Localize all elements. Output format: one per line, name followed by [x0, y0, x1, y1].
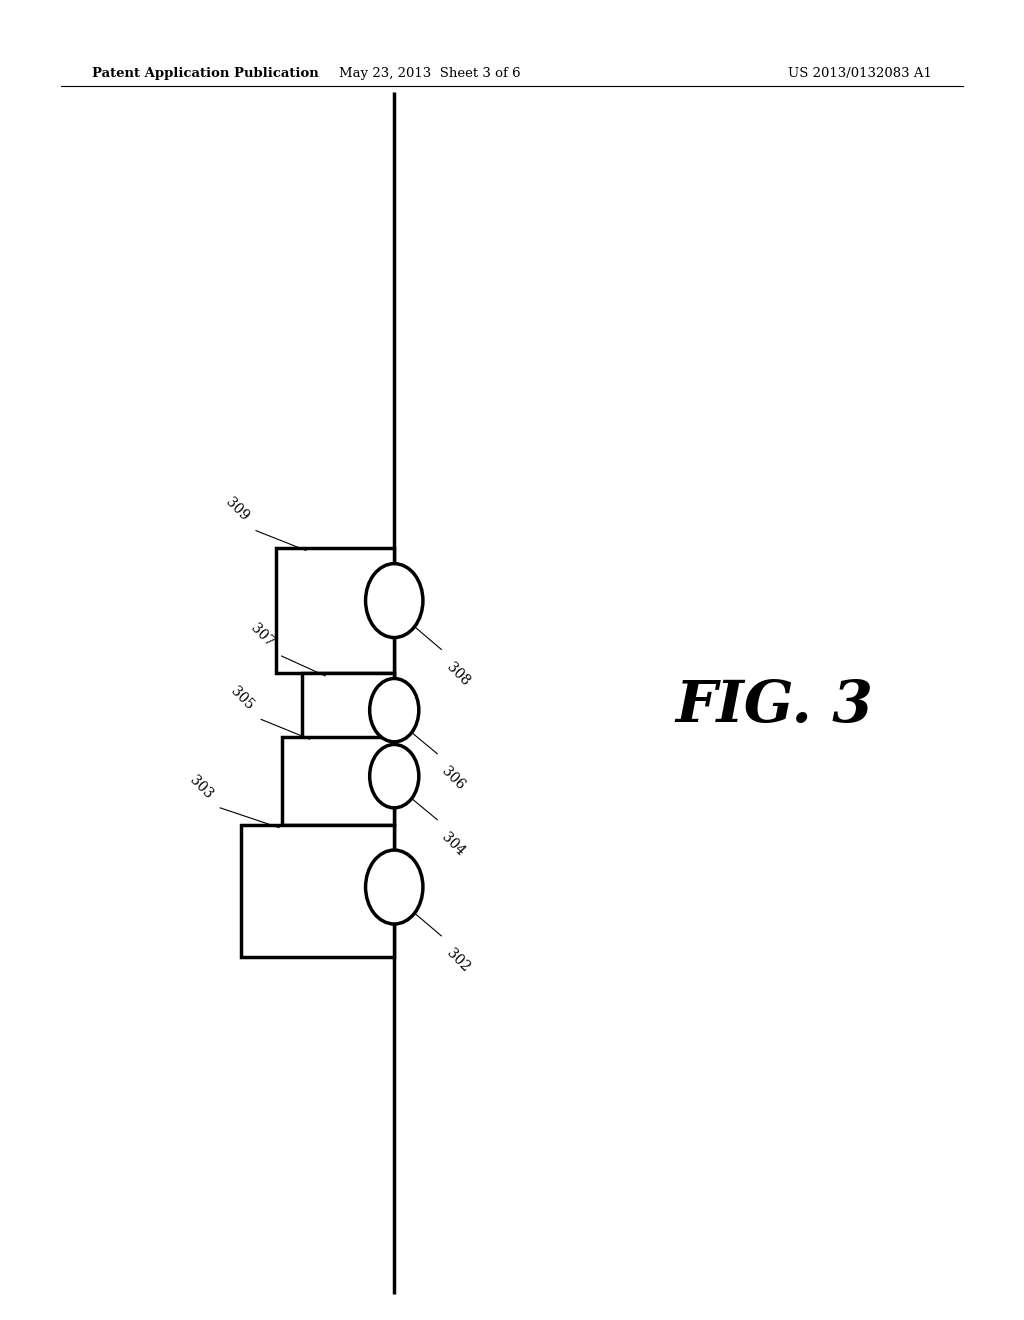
Text: FIG. 3: FIG. 3 — [676, 678, 873, 734]
Circle shape — [366, 850, 423, 924]
Text: 305: 305 — [227, 684, 256, 713]
Bar — [241, 825, 394, 957]
Circle shape — [370, 744, 419, 808]
Text: May 23, 2013  Sheet 3 of 6: May 23, 2013 Sheet 3 of 6 — [339, 67, 521, 81]
Text: 307: 307 — [248, 620, 276, 649]
Bar — [282, 737, 394, 825]
Bar — [302, 673, 394, 746]
Text: Patent Application Publication: Patent Application Publication — [92, 67, 318, 81]
Text: 306: 306 — [439, 764, 468, 793]
Circle shape — [366, 564, 423, 638]
Text: US 2013/0132083 A1: US 2013/0132083 A1 — [787, 67, 932, 81]
Text: 309: 309 — [222, 495, 251, 524]
Text: 303: 303 — [186, 772, 215, 801]
Text: 304: 304 — [439, 830, 468, 859]
Text: 302: 302 — [443, 946, 472, 975]
Bar — [276, 548, 394, 673]
Text: 308: 308 — [443, 660, 472, 689]
Circle shape — [370, 678, 419, 742]
